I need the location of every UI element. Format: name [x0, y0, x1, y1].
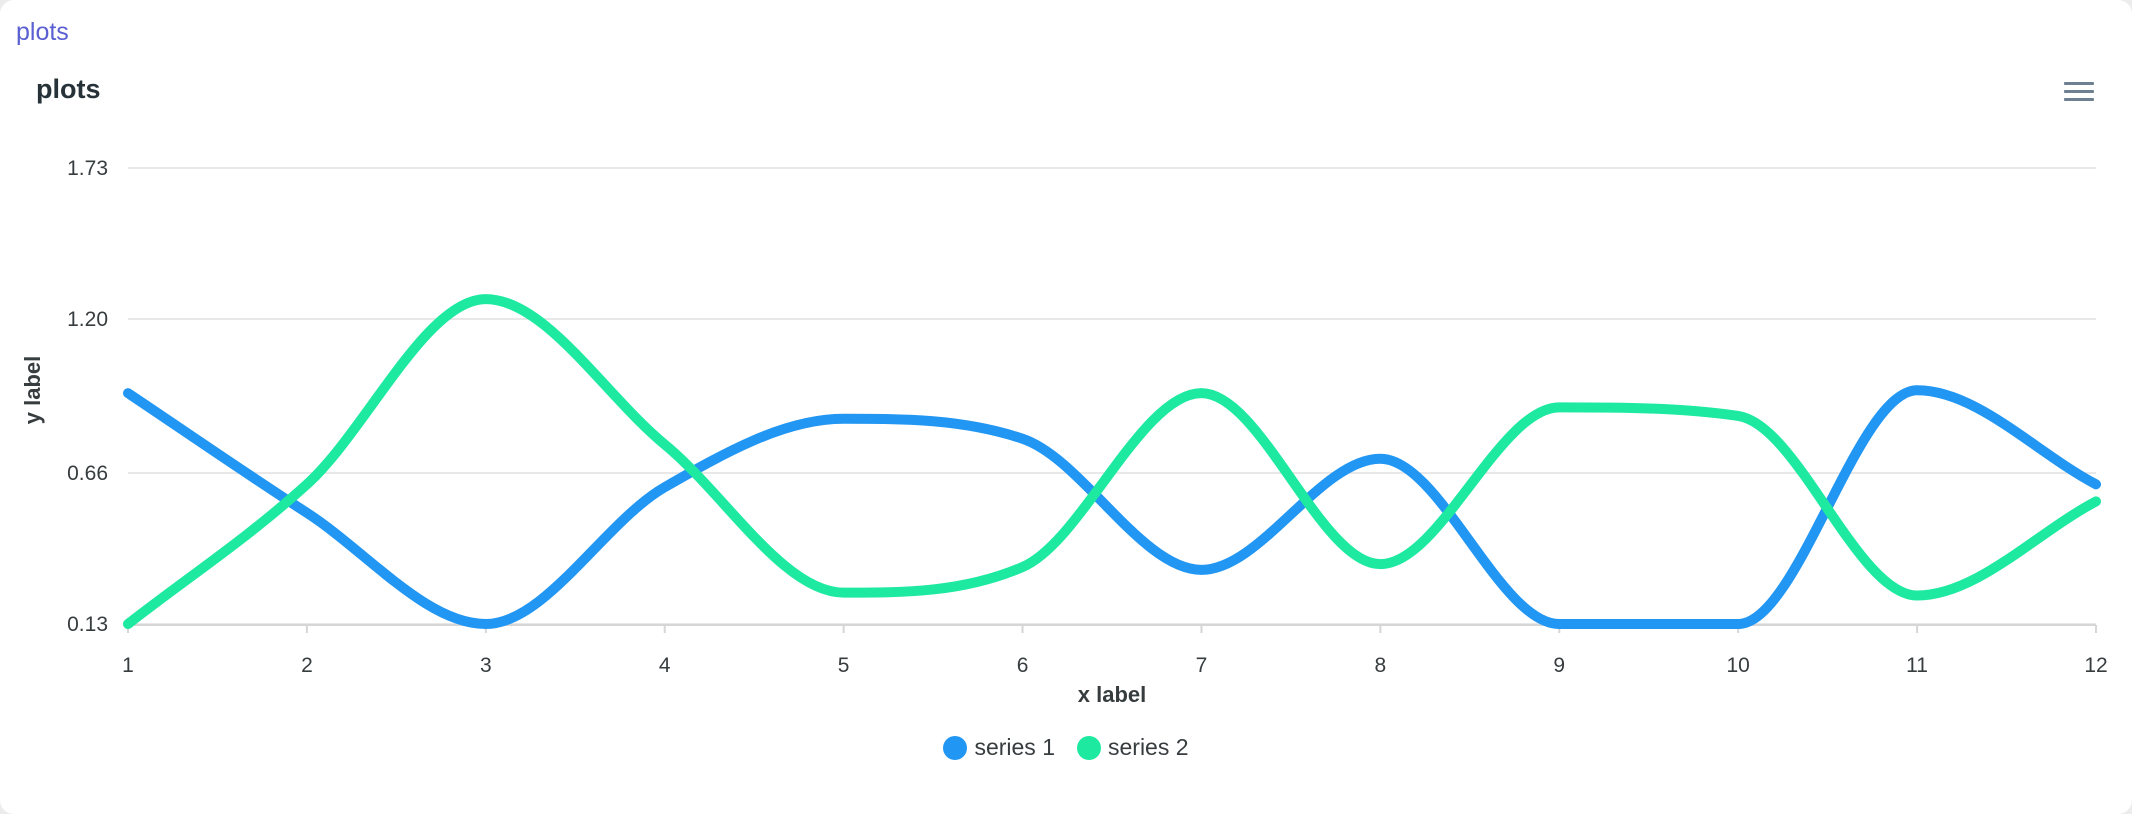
x-tick-label: 2 — [301, 654, 313, 677]
legend-marker-series-1 — [943, 735, 968, 760]
legend-label-series-1: series 1 — [974, 734, 1055, 760]
x-tick-label: 10 — [1727, 654, 1750, 677]
x-tick-label: 7 — [1196, 654, 1208, 677]
x-tick-label: 3 — [480, 654, 492, 677]
y-tick-label: 1.20 — [67, 308, 108, 331]
x-axis-ticks: 1 2 3 4 5 6 7 8 9 10 11 12 — [122, 624, 2108, 677]
y-tick-label: 0.66 — [67, 462, 108, 485]
y-axis-title: y label — [20, 356, 45, 424]
series-lines — [123, 294, 2101, 630]
chart-menu-button[interactable] — [2062, 78, 2096, 106]
x-axis-title: x label — [1078, 682, 1146, 707]
x-tick-label: 8 — [1375, 654, 1387, 677]
x-tick-label: 6 — [1017, 654, 1029, 677]
y-tick-label: 1.73 — [67, 157, 108, 180]
chart-legend: series 1 series 2 — [0, 734, 2132, 761]
x-tick-label: 1 — [122, 654, 134, 677]
legend-label-series-2: series 2 — [1108, 734, 1189, 760]
legend-item-series-2[interactable]: series 2 — [1077, 734, 1189, 761]
series-line-1[interactable] — [123, 385, 2101, 630]
hamburger-icon — [2064, 90, 2094, 93]
legend-item-series-1[interactable]: series 1 — [943, 734, 1055, 761]
hamburger-icon — [2064, 82, 2094, 85]
hamburger-icon — [2064, 98, 2094, 101]
y-axis-ticks: 1.73 1.20 0.66 0.13 — [67, 157, 108, 636]
x-tick-label: 4 — [659, 654, 671, 677]
x-tick-label: 9 — [1553, 654, 1565, 677]
chart-title: plots — [36, 74, 101, 104]
y-tick-label: 0.13 — [67, 613, 108, 636]
series-line-2[interactable] — [123, 294, 2101, 629]
plots-link[interactable]: plots — [16, 18, 69, 46]
x-tick-label: 11 — [1906, 654, 1928, 677]
x-tick-label: 12 — [2084, 654, 2107, 677]
legend-marker-series-2 — [1077, 735, 1101, 760]
x-tick-label: 5 — [838, 654, 850, 677]
